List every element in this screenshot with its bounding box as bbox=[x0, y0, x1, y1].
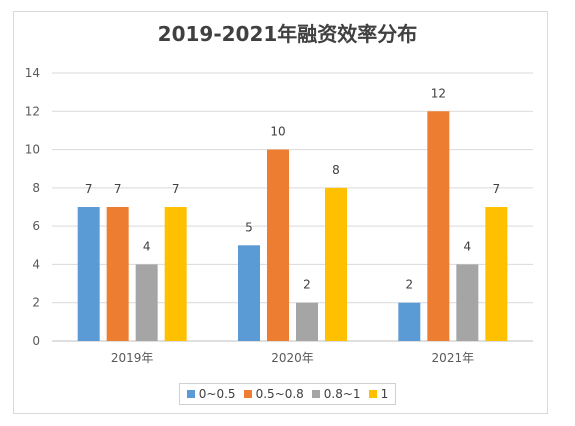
bar bbox=[106, 207, 129, 341]
x-tick-label: 2020年 bbox=[271, 351, 314, 365]
axes: 0 2 4 6 8 10 12 14 2019年 2020年 2021年 bbox=[25, 66, 474, 365]
y-tick-label: 8 bbox=[32, 181, 40, 195]
y-tick-label: 12 bbox=[25, 104, 40, 118]
x-tick-label: 2021年 bbox=[432, 351, 475, 365]
bar bbox=[325, 187, 347, 341]
data-label: 7 bbox=[85, 182, 93, 196]
data-label: 10 bbox=[270, 125, 285, 139]
bar bbox=[77, 207, 100, 341]
y-tick-label: 14 bbox=[25, 66, 40, 80]
bar bbox=[398, 302, 421, 341]
legend-box: 0~0.5 0.5~0.8 0.8~1 1 bbox=[178, 383, 397, 405]
legend-swatch bbox=[311, 390, 320, 398]
legend-item: 0.8~1 bbox=[311, 387, 361, 401]
legend-item: 0~0.5 bbox=[186, 387, 236, 401]
y-tick-label: 6 bbox=[32, 219, 40, 233]
y-tick-label: 0 bbox=[32, 334, 40, 348]
bar bbox=[485, 207, 508, 341]
legend: 0~0.5 0.5~0.8 0.8~1 1 bbox=[0, 383, 575, 405]
bar bbox=[427, 111, 450, 342]
legend-swatch bbox=[368, 390, 377, 398]
data-label: 7 bbox=[114, 182, 122, 196]
legend-item: 1 bbox=[368, 387, 389, 401]
legend-label: 0.8~1 bbox=[323, 387, 361, 401]
data-label: 5 bbox=[245, 220, 253, 234]
y-tick-label: 4 bbox=[32, 257, 40, 271]
y-tick-label: 2 bbox=[32, 296, 40, 310]
data-label: 4 bbox=[143, 239, 151, 253]
bar bbox=[238, 245, 260, 341]
legend-label: 0.5~0.8 bbox=[255, 387, 304, 401]
data-label: 7 bbox=[172, 182, 180, 196]
legend-label: 0~0.5 bbox=[198, 387, 236, 401]
data-labels: 7 7 4 7 5 10 2 8 2 12 4 7 bbox=[85, 86, 500, 291]
legend-label: 1 bbox=[380, 387, 389, 401]
bar bbox=[164, 207, 187, 341]
bar bbox=[135, 264, 158, 341]
x-tick-label: 2019年 bbox=[111, 351, 154, 365]
data-label: 4 bbox=[464, 239, 472, 253]
grid-lines bbox=[52, 72, 533, 342]
data-label: 2 bbox=[303, 278, 311, 292]
legend-swatch bbox=[243, 390, 252, 398]
data-label: 8 bbox=[332, 163, 340, 177]
legend-swatch bbox=[186, 390, 195, 398]
legend-item: 0.5~0.8 bbox=[243, 387, 304, 401]
data-label: 2 bbox=[406, 278, 414, 292]
data-label: 12 bbox=[431, 86, 446, 100]
bar bbox=[267, 149, 289, 341]
data-label: 7 bbox=[493, 182, 501, 196]
bar bbox=[456, 264, 479, 341]
chart-title: 2019-2021年融资效率分布 bbox=[157, 22, 418, 46]
y-tick-label: 10 bbox=[25, 143, 40, 157]
bars bbox=[77, 111, 508, 342]
bar bbox=[296, 302, 318, 341]
